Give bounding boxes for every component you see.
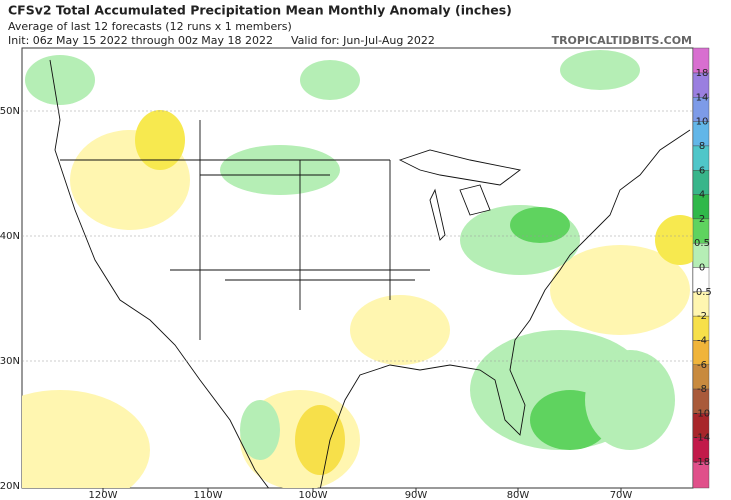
lon-label: 80W: [507, 490, 530, 500]
colorbar-label: 8: [699, 141, 705, 152]
valid-line: Valid for: Jun-Jul-Aug 2022: [291, 34, 435, 47]
title: CFSv2 Total Accumulated Precipitation Me…: [8, 3, 512, 18]
colorbar-label: -18: [694, 457, 710, 468]
colorbar-label: 4: [699, 190, 705, 201]
map: 120W 110W 100W 90W 80W 70W 50N 40N 30N 20N: [0, 47, 694, 500]
colorbar-label: 2: [699, 214, 705, 225]
coastlines: [49, 59, 691, 488]
subtitle: Average of last 12 forecasts (12 runs x …: [8, 20, 292, 33]
lat-label: 40N: [0, 231, 20, 242]
lat-label: 30N: [0, 356, 20, 367]
colorbar-label: -10: [694, 408, 710, 419]
lon-label: 70W: [610, 490, 633, 500]
lat-label: 20N: [0, 481, 20, 492]
colorbar-label: 0: [699, 263, 705, 274]
colorbar-label: -14: [694, 433, 710, 444]
init-line: Init: 06z May 15 2022 through 00z May 18…: [8, 34, 273, 47]
lat-label: 50N: [0, 106, 20, 117]
colorbar-label: 10: [696, 117, 709, 128]
lon-label: 110W: [194, 490, 223, 500]
colorbar-label: 0.5: [694, 238, 710, 249]
colorbar-label: 6: [699, 165, 705, 176]
colorbar-label: 18: [696, 68, 709, 79]
colorbar-label: -4: [697, 335, 707, 346]
lon-label: 90W: [405, 490, 428, 500]
lon-label: 120W: [89, 490, 118, 500]
colorbar-label: 14: [696, 92, 709, 103]
anomaly-fields: [22, 50, 693, 488]
colorbar-label: -8: [697, 384, 707, 395]
colorbar-label: -0.5: [692, 287, 712, 298]
lon-label: 100W: [299, 490, 328, 500]
site-credit: TROPICALTIDBITS.COM: [552, 34, 692, 47]
colorbar-label: -2: [697, 311, 707, 322]
colorbar: 18 14 10 8 6 4 2 0.5 0 -0.5 -2 -4 -6 -8 -10 -14 -18: [692, 47, 712, 489]
colorbar-label: -6: [697, 360, 707, 371]
colorbar-segment: [692, 461, 710, 489]
